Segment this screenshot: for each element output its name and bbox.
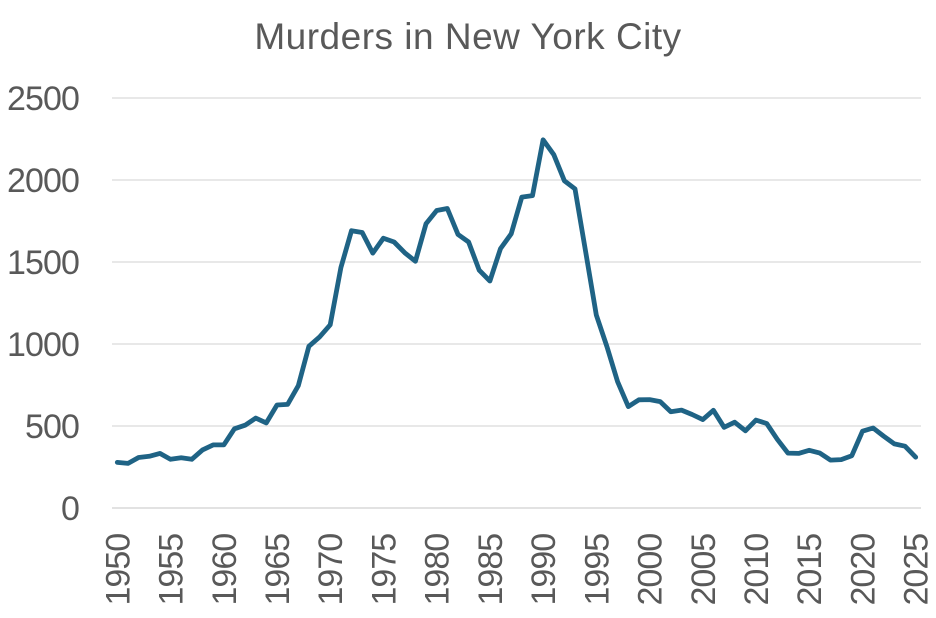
svg-text:2500: 2500 (7, 80, 79, 118)
svg-text:1960: 1960 (206, 534, 244, 606)
svg-text:1955: 1955 (153, 534, 191, 606)
svg-text:2020: 2020 (845, 534, 883, 606)
svg-text:1965: 1965 (259, 534, 297, 606)
svg-text:Murders in New York City: Murders in New York City (254, 16, 681, 57)
svg-text:2015: 2015 (791, 534, 829, 606)
svg-text:2025: 2025 (898, 534, 936, 606)
svg-text:1975: 1975 (365, 534, 403, 606)
svg-text:2000: 2000 (632, 534, 670, 606)
svg-text:2000: 2000 (7, 162, 79, 200)
svg-text:1985: 1985 (472, 534, 510, 606)
svg-text:500: 500 (25, 408, 79, 446)
svg-text:1500: 1500 (7, 244, 79, 282)
svg-text:1950: 1950 (99, 534, 137, 606)
svg-text:1990: 1990 (525, 534, 563, 606)
svg-text:1970: 1970 (312, 534, 350, 606)
svg-text:1980: 1980 (419, 534, 457, 606)
svg-text:1000: 1000 (7, 326, 79, 364)
svg-text:0: 0 (61, 490, 79, 528)
svg-text:2005: 2005 (685, 534, 723, 606)
svg-text:1995: 1995 (578, 534, 616, 606)
svg-text:2010: 2010 (738, 534, 776, 606)
